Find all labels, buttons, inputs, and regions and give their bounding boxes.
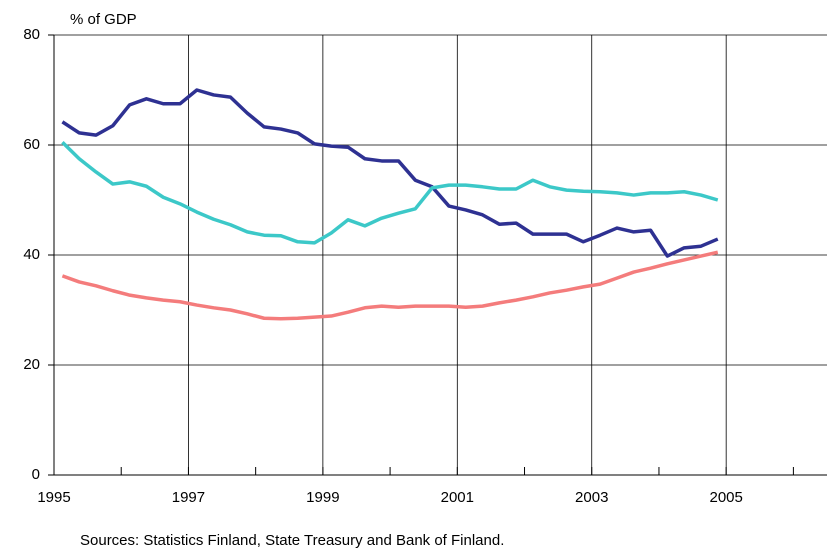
y-tick-label: 60 <box>23 136 40 153</box>
source-note: Sources: Statistics Finland, State Treas… <box>80 532 504 549</box>
y-axis-label: % of GDP <box>70 11 137 28</box>
series-line <box>61 250 719 321</box>
y-tick-label: 80 <box>23 26 40 43</box>
x-tick-label: 2001 <box>441 489 474 506</box>
x-tick-label: 1997 <box>172 489 205 506</box>
series-line <box>61 88 719 258</box>
x-tick-label: 1999 <box>306 489 339 506</box>
x-tick-label: 2003 <box>575 489 608 506</box>
y-tick-label: 20 <box>23 356 40 373</box>
y-tick-label: 0 <box>32 466 40 483</box>
y-tick-label: 40 <box>23 246 40 263</box>
series-line <box>61 141 719 245</box>
x-tick-label: 2005 <box>709 489 742 506</box>
x-tick-label: 1995 <box>37 489 70 506</box>
